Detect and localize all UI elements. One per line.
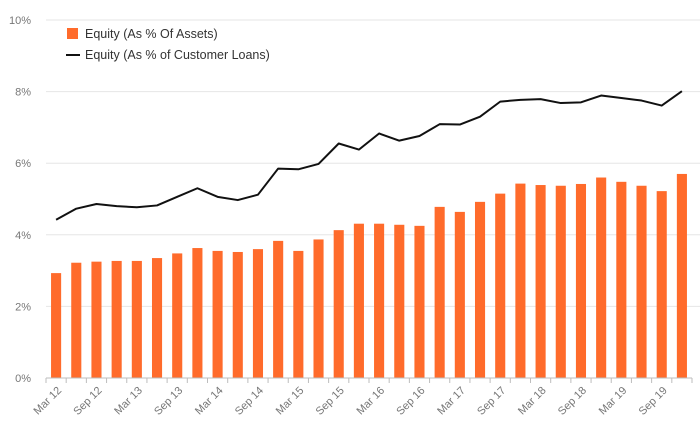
bar (374, 223, 385, 378)
bar (394, 224, 405, 378)
bar (575, 183, 587, 378)
bar (474, 201, 486, 378)
x-axis (45, 377, 693, 383)
bar (273, 240, 284, 378)
bar (51, 273, 62, 378)
x-tick-label: Mar 19 (597, 385, 630, 418)
bar (91, 261, 102, 378)
x-tick-label: Mar 15 (274, 385, 307, 418)
y-tick-label: 6% (15, 158, 31, 170)
bar (313, 239, 324, 378)
y-tick-label: 2% (15, 301, 31, 313)
bar (434, 206, 445, 378)
bar (131, 260, 142, 378)
bar (535, 185, 546, 378)
gridlines (46, 19, 700, 307)
x-axis-labels: Mar 12 Sep 12 Mar 13 Sep 13 Mar 14 Sep 14 Mar … (32, 385, 670, 418)
y-tick-label: 0% (15, 373, 31, 385)
x-tick-label: Sep 13 (152, 385, 185, 418)
bar (212, 250, 223, 378)
x-tick-label: Sep 17 (475, 385, 508, 418)
legend: Equity (As % Of Assets) Equity (As % of … (66, 27, 270, 62)
x-tick-label: Sep 18 (556, 385, 589, 418)
line-series-equity-loans (55, 90, 683, 221)
bar (353, 223, 364, 378)
x-tick-label: Mar 18 (516, 385, 549, 418)
legend-label-bar: Equity (As % Of Assets) (85, 27, 218, 41)
bar-series-equity-assets (51, 173, 687, 378)
y-axis: 0% 2% 4% 6% 8% 10% (9, 15, 31, 385)
bar (555, 185, 566, 378)
bar (596, 177, 607, 378)
x-tick-label: Sep 16 (394, 385, 427, 418)
x-tick-label: Mar 12 (32, 385, 65, 418)
bar (454, 211, 465, 378)
x-tick-label: Mar 17 (435, 385, 468, 418)
x-tick-label: Sep 15 (314, 385, 347, 418)
bar (636, 185, 647, 378)
bar (151, 258, 163, 378)
bar (616, 181, 627, 378)
x-tick-label: Sep 12 (71, 385, 104, 418)
y-tick-label: 8% (15, 87, 31, 99)
bar (293, 250, 304, 378)
bar (192, 248, 203, 378)
bar (495, 193, 506, 378)
bar (333, 230, 344, 378)
bar (111, 260, 122, 378)
bar (252, 249, 264, 378)
bar (515, 183, 526, 378)
y-tick-label: 10% (9, 15, 31, 27)
legend-label-line: Equity (As % of Customer Loans) (85, 48, 270, 62)
legend-swatch-bar (67, 28, 78, 39)
bar (676, 173, 687, 378)
bar (71, 262, 82, 378)
y-tick-label: 4% (15, 230, 31, 242)
x-tick-label: Mar 16 (355, 385, 388, 418)
x-tick-label: Sep 19 (637, 385, 670, 418)
x-tick-label: Sep 14 (233, 385, 266, 418)
bar (172, 253, 183, 378)
bar (232, 251, 243, 378)
x-tick-label: Mar 14 (193, 385, 226, 418)
bar (414, 225, 425, 378)
x-tick-label: Mar 13 (112, 385, 145, 418)
bar (656, 191, 667, 378)
